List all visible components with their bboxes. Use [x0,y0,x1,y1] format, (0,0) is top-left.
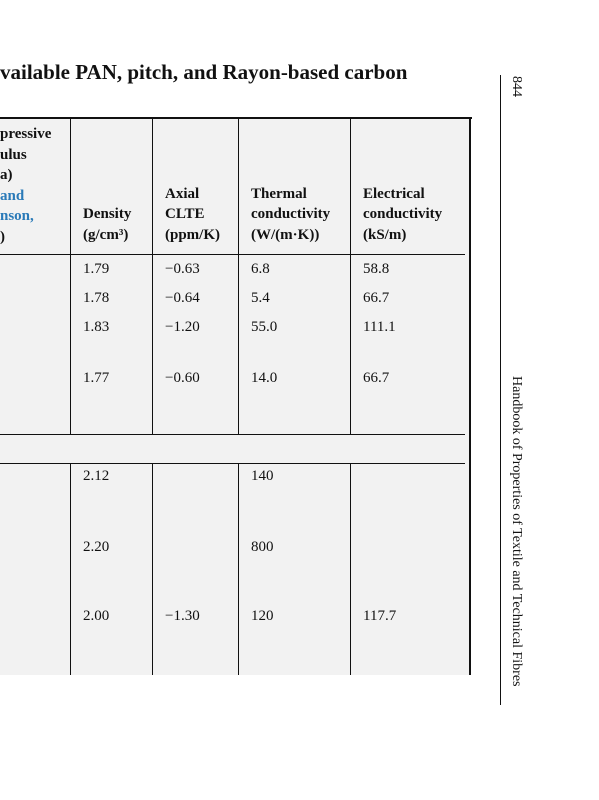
column-header: conductivity [363,206,443,222]
header-text: ) [0,228,5,245]
cell: 1.83 [83,319,110,335]
page-number: 844 [509,76,524,97]
cell: 55.0 [251,319,278,335]
section-rule [0,434,465,435]
title: vailable PAN, pitch, and Rayon-based car… [0,60,408,84]
column-rule [152,118,153,434]
table-right-rule [469,117,471,675]
cell: 66.7 [363,370,390,386]
cell: 2.12 [83,468,110,484]
column-rule [238,118,239,434]
cell: 111.1 [363,319,396,335]
column-rule [70,118,71,434]
cell: 5.4 [251,290,270,306]
header-link: nson, [0,208,34,224]
column-rule [350,463,351,675]
cell: −0.64 [165,290,200,306]
table-background [0,118,470,675]
cell: 800 [251,539,274,555]
column-rule [70,463,71,675]
header-text: pressive [0,126,52,142]
cell: 140 [251,468,274,484]
header-link: and [0,187,25,204]
table-top-rule [0,117,472,119]
cell: −0.60 [165,370,200,386]
cell: 1.77 [83,370,110,386]
column-rule [152,463,153,675]
column-header: CLTE [165,206,205,222]
cell: 58.8 [363,261,390,277]
column-header: Electrical [363,185,425,202]
column-header: (kS/m) [363,226,407,243]
cell: 14.0 [251,370,278,386]
column-header: Axial [165,185,200,202]
column-header: Thermal [251,185,307,202]
column-rule [238,463,239,675]
cell: 120 [251,608,274,624]
column-header: (ppm/K) [165,226,221,243]
column-header: conductivity [251,206,331,222]
cell: 66.7 [363,290,390,306]
section-rule [0,463,465,464]
cell: 1.78 [83,290,110,306]
running-head: Handbook of Properties of Textile and Te… [509,376,524,687]
margin-rule [500,75,501,705]
column-header: (W/(m·K)) [251,226,320,243]
column-rule [350,118,351,434]
cell: 6.8 [251,261,270,277]
header-rule [0,254,465,255]
cell: −0.63 [165,261,200,277]
cell: 2.00 [83,608,110,624]
cell: 2.20 [83,539,110,555]
cell: 1.79 [83,261,110,277]
cell: −1.20 [165,319,200,335]
header-text: a) [0,167,13,183]
cell: −1.30 [165,608,200,624]
column-header: (g/cm³) [83,226,129,243]
column-header: Density [83,206,132,222]
cell: 117.7 [363,608,397,624]
header-text: ulus [0,146,27,163]
